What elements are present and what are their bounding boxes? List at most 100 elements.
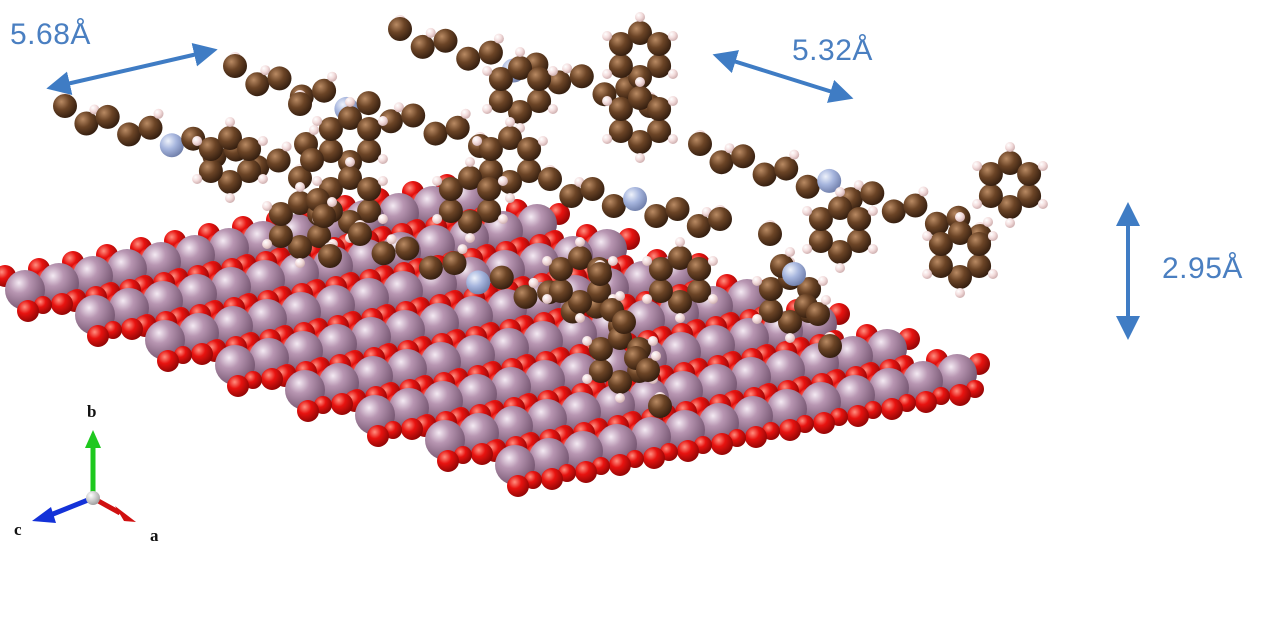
- carbon-atom: [647, 54, 672, 78]
- oxygen-atom: [643, 447, 665, 469]
- carbon-atom: [998, 195, 1022, 219]
- carbon-atom: [237, 159, 262, 183]
- oxygen-atom: [17, 300, 39, 322]
- carbon-atom: [903, 193, 928, 218]
- oxygen-atom: [541, 468, 563, 490]
- oxygen-atom: [471, 443, 493, 465]
- carbon-atom: [218, 170, 242, 194]
- carbon-atom: [527, 67, 552, 91]
- carbon-atom: [928, 232, 953, 256]
- carbon-atom: [668, 246, 692, 270]
- hydrogen-atom: [602, 134, 613, 144]
- hydrogen-atom: [262, 201, 273, 211]
- hydrogen-atom: [785, 247, 795, 257]
- axis-label-b: b: [87, 402, 97, 421]
- carbon-atom: [357, 199, 382, 223]
- hydrogen-atom: [192, 174, 203, 184]
- carbon-atom: [318, 244, 342, 268]
- hydrogen-atom: [724, 143, 735, 154]
- hydrogen-atom: [377, 176, 388, 186]
- carbon-atom: [774, 156, 799, 181]
- carbon-atom: [307, 224, 332, 248]
- carbon-atom: [588, 337, 613, 361]
- carbon-atom: [312, 204, 336, 228]
- hydrogen-atom: [377, 154, 388, 164]
- carbon-atom: [489, 265, 514, 290]
- hydrogen-atom: [295, 258, 305, 268]
- carbon-atom: [338, 166, 362, 190]
- hydrogen-atom: [651, 351, 661, 361]
- hydrogen-atom: [547, 66, 558, 76]
- hydrogen-atom: [460, 108, 471, 119]
- metal-atom: [869, 368, 909, 408]
- carbon-atom: [924, 211, 949, 236]
- hydrogen-atom: [867, 206, 878, 216]
- hydrogen-atom: [867, 244, 878, 254]
- carbon-atom: [357, 139, 382, 163]
- carbon-atom: [569, 64, 594, 89]
- hydrogen-atom: [472, 136, 483, 146]
- metal-atom: [215, 345, 255, 385]
- hydrogen-atom: [312, 176, 323, 186]
- carbon-atom: [245, 72, 270, 97]
- hydrogen-atom: [707, 294, 718, 304]
- carbon-atom: [687, 257, 712, 281]
- dimension-label-5-68: 5.68Å: [10, 18, 91, 51]
- nitrogen-atom: [466, 270, 491, 295]
- carbon-atom: [978, 184, 1003, 208]
- hydrogen-atom: [972, 161, 983, 171]
- carbon-atom: [95, 104, 120, 129]
- carbon-atom: [928, 254, 953, 278]
- carbon-atom: [477, 199, 502, 223]
- hydrogen-atom: [647, 336, 658, 346]
- nitrogen-atom: [817, 168, 842, 193]
- carbon-atom: [860, 181, 885, 206]
- hydrogen-atom: [635, 12, 645, 22]
- metal-atom: [425, 420, 465, 460]
- carbon-atom: [357, 117, 382, 141]
- oxygen-atom: [847, 405, 869, 427]
- carbon-atom: [967, 254, 992, 278]
- carbon-atom: [357, 177, 382, 201]
- hydrogen-atom: [260, 65, 271, 76]
- oxygen-atom: [677, 440, 699, 462]
- carbon-atom: [456, 46, 481, 71]
- metal-atom: [835, 375, 875, 415]
- hydrogen-atom: [327, 197, 337, 207]
- hydrogen-atom: [575, 237, 585, 247]
- hydrogen-atom: [309, 125, 319, 135]
- oxygen-atom: [51, 293, 73, 315]
- carbon-atom: [388, 17, 412, 41]
- hydrogen-atom: [835, 263, 845, 273]
- carbon-atom: [628, 130, 652, 154]
- carbon-atom: [237, 137, 262, 161]
- hydrogen-atom: [262, 239, 273, 249]
- hydrogen-atom: [312, 116, 323, 126]
- carbon-atom: [758, 222, 782, 246]
- nitrogen-atom: [159, 133, 184, 158]
- carbon-atom: [433, 28, 458, 53]
- carbon-atom: [395, 236, 420, 261]
- dimension-arrow-5-68: [46, 42, 218, 96]
- carbon-atom: [338, 106, 362, 130]
- axis-a-arrowhead: [115, 506, 136, 522]
- hydrogen-atom: [667, 69, 678, 79]
- carbon-atom: [517, 159, 542, 183]
- carbon-atom: [559, 184, 584, 208]
- oxygen-atom: [331, 393, 353, 415]
- carbon-atom: [138, 115, 163, 140]
- carbon-atom: [648, 394, 672, 418]
- carbon-atom: [808, 207, 833, 231]
- hydrogen-atom: [542, 294, 553, 304]
- hydrogen-atom: [542, 256, 553, 266]
- hydrogen-atom: [955, 288, 965, 298]
- hydrogen-atom: [547, 104, 558, 114]
- hydrogen-atom: [667, 134, 678, 144]
- hydrogen-atom: [345, 157, 355, 167]
- carbon-atom: [608, 97, 633, 121]
- dimension-label-5-32: 5.32Å: [792, 34, 873, 67]
- carbon-atom: [268, 224, 293, 248]
- oxygen-atom: [881, 398, 903, 420]
- metal-atom: [285, 370, 325, 410]
